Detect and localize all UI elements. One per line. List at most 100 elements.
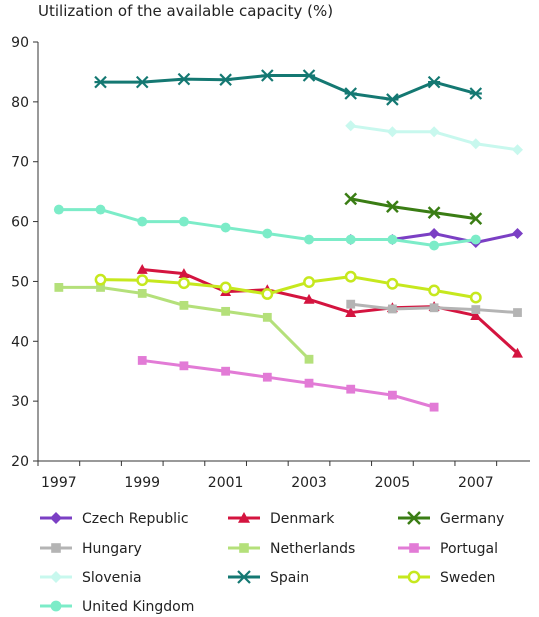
data-point-spain [261,69,274,82]
chart-title: Utilization of the available capacity (%… [38,2,334,20]
legend-item-germany: Germany [398,511,504,527]
legend-marker [50,512,62,524]
series-line-sweden [100,275,477,300]
legend-item-spain: Spain [228,570,309,586]
data-point-sweden [178,277,190,290]
plot-area [53,69,523,412]
data-point-sweden [136,274,149,287]
data-point-slovenia [386,126,398,138]
legend-marker [239,543,249,553]
series-hungary [346,299,522,317]
data-point-netherlands [137,289,147,298]
y-tick-label: 40 [11,334,29,350]
legend-marker [237,570,251,584]
legend-item-czech-republic: Czech Republic [40,511,189,527]
data-point-sweden [428,284,441,297]
data-point-united-kingdom [95,204,106,215]
data-point-denmark [178,268,190,279]
legend-marker [407,511,421,525]
legend: Czech Republic Denmark Germany Hungary Nethe… [40,511,504,615]
data-point-slovenia [470,138,482,150]
data-point-sweden [261,288,274,300]
data-point-sweden [303,276,315,288]
series-spain [94,69,483,106]
data-point-sweden [469,291,482,304]
data-point-sweden [219,281,232,294]
legend-item-sweden: Sweden [398,570,495,586]
data-point-portugal [262,372,272,382]
data-point-portugal [221,366,231,376]
legend-marker [409,543,419,553]
series-line-portugal [142,358,435,409]
data-point-netherlands [262,312,272,322]
data-point-united-kingdom [137,216,148,227]
axes: 20 30 40 50 60 70 80 90 1997 1999 2001 2003 2005 2007 [11,35,530,491]
data-point-portugal [304,378,314,388]
series-line-spain [100,74,477,101]
data-point-netherlands [304,354,314,364]
data-point-slovenia [428,126,440,138]
data-point-united-kingdom [178,216,189,227]
data-point-hungary [388,304,397,314]
y-tick-label: 80 [11,95,29,111]
legend-item-netherlands: Netherlands [228,541,355,557]
data-point-portugal [137,356,147,365]
legend-label: Denmark [270,511,335,527]
data-point-czech-republic [428,228,440,240]
data-point-sweden [386,277,399,290]
data-point-netherlands [179,300,189,310]
data-point-united-kingdom [387,234,398,245]
data-point-sweden [94,273,107,286]
data-point-portugal [179,361,189,371]
data-point-slovenia [511,144,523,156]
y-tick-label: 70 [11,155,29,171]
data-point-denmark [470,310,482,320]
data-point-united-kingdom [220,222,231,233]
data-point-portugal [388,390,397,400]
legend-label: United Kingdom [82,599,194,615]
data-point-denmark [136,263,148,274]
legend-item-portugal: Portugal [398,541,498,557]
x-tick-label: 2001 [208,475,244,491]
series-united-kingdom [53,204,481,251]
x-tick-label: 1997 [41,475,77,491]
data-point-spain [135,75,149,89]
data-point-united-kingdom [429,240,440,251]
data-point-united-kingdom [345,234,356,245]
data-point-sweden [344,270,357,283]
legend-marker [50,600,62,612]
data-point-united-kingdom [53,204,64,215]
legend-label: Slovenia [82,570,142,586]
data-point-netherlands [96,283,105,292]
data-point-denmark [303,293,315,304]
x-tick-label: 2003 [291,475,327,491]
data-point-united-kingdom [262,228,273,239]
data-point-germany [469,212,483,225]
y-tick-label: 30 [11,394,29,410]
data-point-spain [427,75,441,89]
series-line-germany [350,197,477,221]
series-sweden [94,270,482,304]
data-point-germany [344,192,358,206]
data-point-spain [219,73,232,86]
legend-item-hungary: Hungary [40,541,142,557]
series-portugal [137,356,439,412]
data-point-slovenia [345,120,357,132]
legend-label: Hungary [82,541,142,557]
data-point-spain [344,87,357,100]
x-tick-label: 1999 [124,475,160,491]
data-point-hungary [429,303,439,313]
legend-marker [51,543,61,553]
legend-item-united-kingdom: United Kingdom [40,599,194,615]
data-point-spain [386,93,399,106]
series-line-united-kingdom [58,208,477,248]
legend-item-slovenia: Slovenia [40,570,142,586]
data-point-denmark [511,347,523,358]
data-point-spain [302,69,316,82]
y-tick-label: 90 [11,35,29,51]
data-point-spain [469,87,483,100]
data-point-spain [177,72,191,86]
legend-marker [407,570,421,584]
x-tick-label: 2007 [458,475,494,491]
